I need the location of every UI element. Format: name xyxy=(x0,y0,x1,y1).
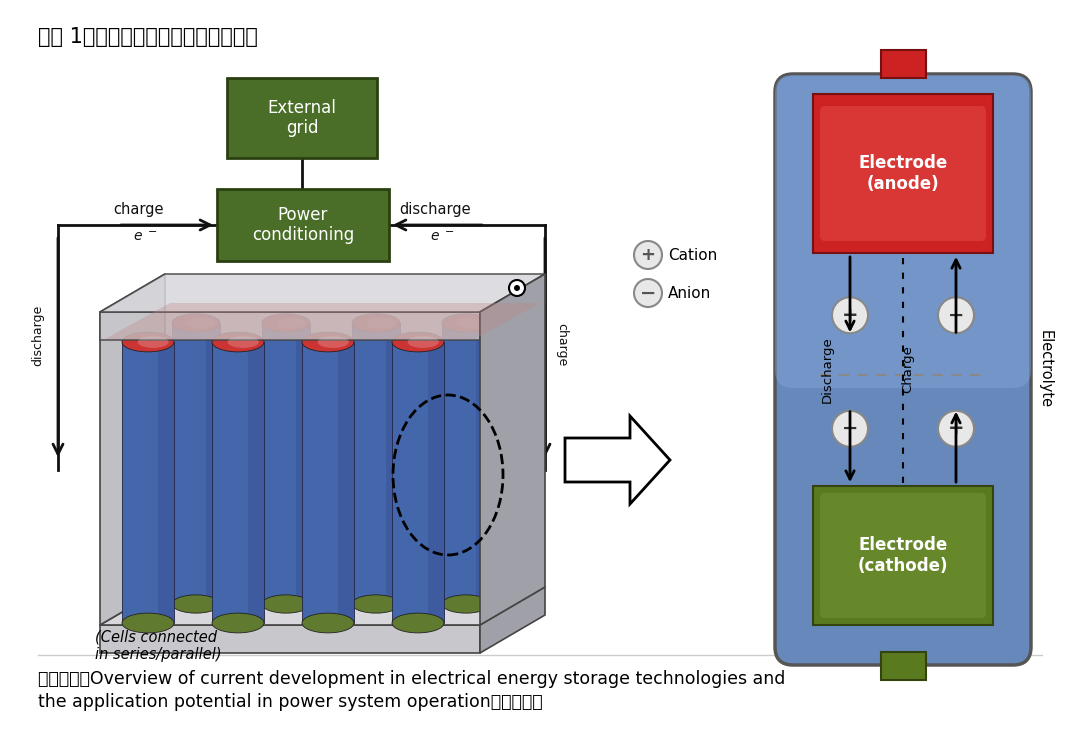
Text: +: + xyxy=(948,419,964,438)
Text: Anion: Anion xyxy=(669,285,712,300)
Text: discharge: discharge xyxy=(400,202,471,217)
Text: Electrolyte: Electrolyte xyxy=(1038,331,1053,408)
Ellipse shape xyxy=(407,336,438,348)
Text: −: − xyxy=(841,419,859,438)
Polygon shape xyxy=(100,587,545,625)
Bar xyxy=(172,323,220,604)
Ellipse shape xyxy=(457,318,485,328)
Polygon shape xyxy=(100,625,480,653)
Bar xyxy=(212,342,264,623)
Bar xyxy=(296,323,310,604)
Ellipse shape xyxy=(212,332,264,352)
Bar xyxy=(205,323,220,604)
Text: −: − xyxy=(445,227,455,237)
Ellipse shape xyxy=(392,332,444,352)
Ellipse shape xyxy=(352,314,400,332)
Polygon shape xyxy=(100,274,165,625)
Ellipse shape xyxy=(302,613,354,633)
Text: +: + xyxy=(841,306,859,325)
Ellipse shape xyxy=(366,318,395,328)
Ellipse shape xyxy=(442,314,490,332)
FancyBboxPatch shape xyxy=(775,74,1031,665)
Bar xyxy=(338,342,354,623)
Circle shape xyxy=(514,285,519,291)
Ellipse shape xyxy=(276,318,306,328)
Text: charge: charge xyxy=(555,323,568,367)
Polygon shape xyxy=(480,274,545,340)
Text: +: + xyxy=(640,246,656,264)
FancyBboxPatch shape xyxy=(217,189,389,261)
Bar xyxy=(159,342,174,623)
Polygon shape xyxy=(565,416,670,504)
Ellipse shape xyxy=(352,595,400,613)
Circle shape xyxy=(509,280,525,296)
Bar xyxy=(386,323,400,604)
Ellipse shape xyxy=(302,332,354,352)
Bar xyxy=(122,342,174,623)
Circle shape xyxy=(939,411,974,447)
Bar xyxy=(392,342,444,623)
Text: Discharge: Discharge xyxy=(821,336,834,403)
Polygon shape xyxy=(105,303,540,339)
FancyBboxPatch shape xyxy=(820,106,986,241)
FancyBboxPatch shape xyxy=(227,78,377,158)
Ellipse shape xyxy=(392,613,444,633)
Bar xyxy=(442,323,490,604)
Text: Charge: Charge xyxy=(902,346,915,393)
FancyBboxPatch shape xyxy=(820,493,986,618)
Polygon shape xyxy=(100,274,545,312)
Circle shape xyxy=(832,411,868,447)
Ellipse shape xyxy=(228,336,259,348)
Text: External
grid: External grid xyxy=(268,99,337,137)
Circle shape xyxy=(634,279,662,307)
Text: (Cells connected
in series/parallel): (Cells connected in series/parallel) xyxy=(95,630,221,662)
Ellipse shape xyxy=(262,595,310,613)
Circle shape xyxy=(939,297,974,333)
Circle shape xyxy=(634,241,662,269)
Text: Cation: Cation xyxy=(669,248,717,263)
Ellipse shape xyxy=(212,613,264,633)
Bar xyxy=(262,323,310,604)
Text: −: − xyxy=(948,306,964,325)
Ellipse shape xyxy=(442,595,490,613)
Text: −: − xyxy=(148,227,158,237)
Ellipse shape xyxy=(137,336,168,348)
Text: 资料来源：Overview of current development in electrical energy storage technologies a: 资料来源：Overview of current development in … xyxy=(38,670,785,688)
Bar xyxy=(880,652,926,680)
Ellipse shape xyxy=(172,595,220,613)
Circle shape xyxy=(832,297,868,333)
Text: discharge: discharge xyxy=(31,304,44,365)
FancyBboxPatch shape xyxy=(813,94,993,253)
FancyBboxPatch shape xyxy=(813,486,993,625)
Ellipse shape xyxy=(187,318,215,328)
Text: 图表 1：动力电池基本结构和充放示意: 图表 1：动力电池基本结构和充放示意 xyxy=(38,27,258,47)
Polygon shape xyxy=(480,274,545,625)
FancyBboxPatch shape xyxy=(775,75,1031,388)
Ellipse shape xyxy=(122,613,174,633)
Text: the application potential in power system operation，中信建投: the application potential in power syste… xyxy=(38,693,542,711)
Ellipse shape xyxy=(262,314,310,332)
Bar xyxy=(880,50,926,78)
Text: Electrode
(cathode): Electrode (cathode) xyxy=(858,536,948,575)
Text: charge: charge xyxy=(112,202,163,217)
Bar xyxy=(248,342,264,623)
Text: Power
conditioning: Power conditioning xyxy=(252,205,354,245)
Text: Electrode
(anode): Electrode (anode) xyxy=(859,154,947,193)
Ellipse shape xyxy=(318,336,349,348)
Bar xyxy=(352,323,400,604)
Text: −: − xyxy=(639,283,657,303)
Ellipse shape xyxy=(172,314,220,332)
Text: e: e xyxy=(134,229,143,243)
Ellipse shape xyxy=(122,332,174,352)
Bar xyxy=(429,342,444,623)
Bar xyxy=(475,323,490,604)
Polygon shape xyxy=(100,312,480,340)
Bar xyxy=(302,342,354,623)
Polygon shape xyxy=(480,587,545,653)
Text: e: e xyxy=(431,229,440,243)
